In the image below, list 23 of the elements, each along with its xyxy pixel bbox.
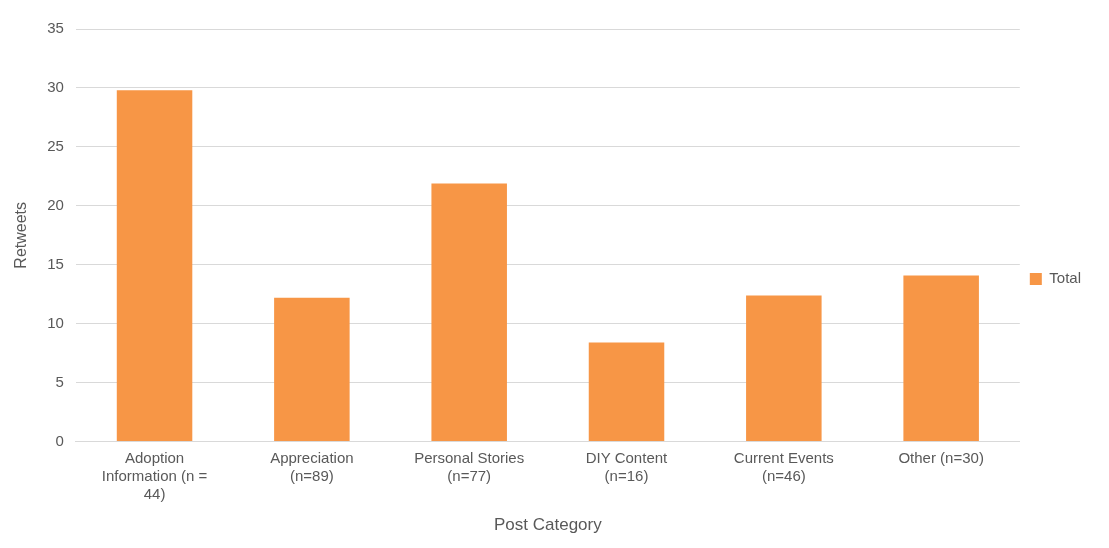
bar [903,275,979,442]
bar [588,342,665,442]
x-tick-label: Adoption Information (n = 44) [101,448,208,502]
y-tick-label: 20 [47,195,64,213]
bar [274,297,350,442]
x-axis-title: Post Category [493,515,603,535]
bar [116,90,193,442]
y-tick-label: 15 [47,254,64,272]
bar [746,295,822,442]
x-tick-label: DIY Content (n=16) [585,448,669,484]
y-tick-label: 5 [55,372,64,390]
x-tick-label: Personal Stories (n=77) [414,448,525,484]
x-tick-label: Appreciation (n=89) [270,448,354,484]
legend-label: Total [1049,269,1081,287]
y-axis-title: Retweets [12,201,30,269]
y-tick-label: 0 [55,431,64,449]
y-tick-label: 35 [47,19,64,37]
y-tick-label: 10 [47,313,64,331]
y-tick-label: 25 [47,137,64,155]
y-tick-label: 30 [47,78,64,96]
x-tick-label: Current Events (n=46) [733,448,834,484]
x-tick-label: Other (n=30) [898,448,984,466]
bar [431,183,507,442]
